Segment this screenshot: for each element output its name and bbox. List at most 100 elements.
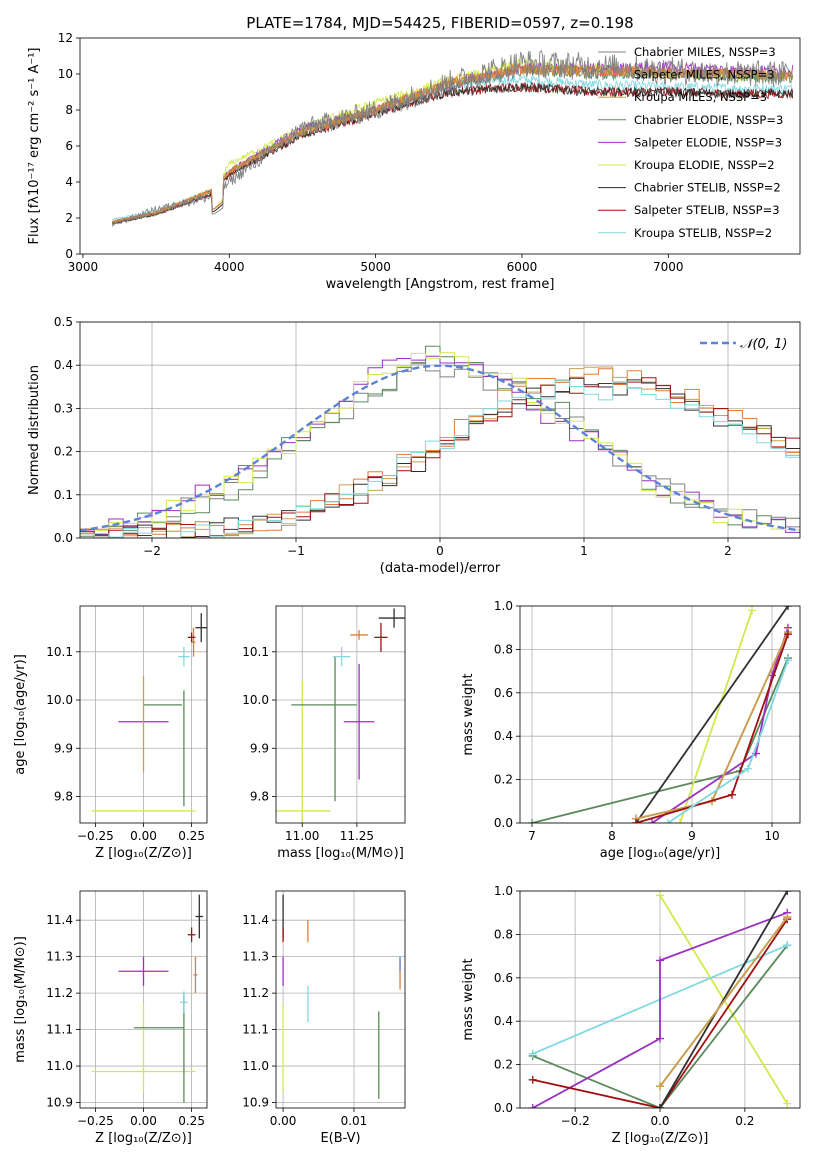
y-tick-label: 10.0 — [242, 693, 269, 707]
mass-weight-line — [532, 911, 788, 1108]
chart-panel-0: 3000 4000 5000 6000 7000 0 2 4 6 8 10 12 wavelength … — [27, 14, 801, 292]
y-tick-label: 10.1 — [242, 645, 269, 659]
error-bar-point — [178, 646, 190, 667]
plus-marker — [748, 606, 756, 615]
y-tick-label: 10.0 — [46, 693, 73, 707]
x-tick-label: 0.00 — [270, 1114, 297, 1128]
chart-panel-7: −0.2 0.0 0.2 0.0 0.2 0.4 0.6 0.8 1.0 Z [log₁₀(Z/Z… — [461, 884, 801, 1146]
error-bar-point — [193, 956, 198, 994]
y-tick-label: 0.2 — [494, 1058, 513, 1072]
plus-marker — [783, 941, 792, 950]
plus-marker — [664, 819, 672, 823]
error-bar-point — [118, 956, 169, 986]
chart-panel-1: −2 −1 0 1 2 0.0 0.1 0.2 0.3 0.4 0.5 (data-model)/er… — [27, 315, 801, 576]
plot-area — [276, 608, 405, 823]
chart-title: PLATE=1784, MJD=54425, FIBERID=0597, z=0… — [246, 14, 633, 32]
legend-label: Kroupa MILES, NSSP=3 — [634, 90, 767, 104]
y-tick-label: 11.4 — [242, 913, 269, 927]
y-axis-label: Flux [fλ10⁻¹⁷ erg cm⁻² s⁻¹ A⁻¹] — [27, 48, 42, 245]
error-bar-point — [276, 680, 331, 823]
error-bar-point — [378, 608, 405, 628]
plot-area — [80, 345, 800, 538]
y-tick-label: 10.9 — [242, 1096, 269, 1110]
y-tick-label: 0.0 — [494, 816, 513, 830]
legend-label: Chabrier STELIB, NSSP=2 — [634, 181, 781, 195]
x-tick-label: 7 — [528, 829, 536, 843]
plus-marker — [784, 630, 792, 639]
y-tick-label: 9.9 — [250, 741, 269, 755]
y-tick-label: 11.2 — [242, 986, 269, 1000]
axes-frame — [519, 605, 801, 824]
spectrum-series-line — [112, 81, 794, 225]
chart-panel-3: 11.00 11.25 9.8 9.9 10.0 10.1 mass [log₁₀(M/M⊙… — [242, 605, 406, 861]
mass-weight-line — [635, 606, 789, 823]
plus-marker — [656, 891, 664, 900]
x-tick-label: 0.25 — [178, 829, 205, 843]
y-axis-label: Normed distribution — [27, 365, 42, 495]
chart-panel-5: −0.25 0.00 0.25 10.9 11.0 11.1 11.2 11.3 11.4 Z [… — [13, 890, 208, 1146]
y-tick-label: 0.8 — [494, 642, 513, 656]
x-tick-label: 4000 — [214, 260, 245, 274]
axes-frame — [275, 605, 406, 824]
y-tick-label: 11.0 — [242, 1059, 269, 1073]
legend-label: Salpeter STELIB, NSSP=3 — [634, 203, 780, 217]
x-tick-label: 2 — [724, 544, 732, 558]
mass-weight-line — [531, 657, 789, 823]
y-tick-label: 0.0 — [54, 531, 73, 545]
y-tick-label: 9.9 — [54, 741, 73, 755]
y-tick-label: 11.4 — [46, 913, 73, 927]
y-tick-label: 0.2 — [54, 445, 73, 459]
plot-area — [528, 891, 792, 1108]
axes-frame — [275, 890, 406, 1109]
x-tick-label: −0.25 — [77, 829, 114, 843]
legend-label: Chabrier ELODIE, NSSP=3 — [634, 113, 783, 127]
error-bar-point — [195, 613, 207, 643]
y-tick-label: 1.0 — [494, 599, 513, 613]
y-tick-label: 9.8 — [54, 789, 73, 803]
plot-area — [91, 613, 207, 812]
y-tick-label: 11.1 — [242, 1023, 269, 1037]
x-axis-label: age [log₁₀(age/yr)] — [600, 846, 721, 861]
plus-marker — [528, 1104, 537, 1108]
plus-marker — [632, 819, 640, 823]
plot-area — [111, 50, 794, 227]
y-tick-label: 0.0 — [494, 1101, 513, 1115]
plus-marker — [676, 819, 684, 823]
histogram-step-line — [80, 345, 800, 537]
error-bar-point — [195, 894, 204, 939]
plus-marker — [528, 1049, 537, 1058]
mass-weight-line — [659, 916, 789, 1087]
y-tick-label: 11.3 — [242, 950, 269, 964]
error-bar-point — [187, 632, 196, 643]
y-tick-label: 9.8 — [250, 789, 269, 803]
x-tick-label: 6000 — [507, 260, 538, 274]
legend-label: Chabrier MILES, NSSP=3 — [634, 45, 776, 59]
x-tick-label: 3000 — [68, 260, 99, 274]
chart-panel-6: 0.00 0.01 10.9 11.0 11.1 11.2 11.3 11.4 E(B-V) — [242, 890, 406, 1146]
y-tick-label: 0.6 — [494, 971, 513, 985]
y-tick-label: 11.3 — [46, 950, 73, 964]
error-bar-point — [374, 622, 388, 652]
legend-label: 𝒩(0, 1) — [740, 337, 787, 352]
error-bar-point — [332, 646, 351, 667]
legend-label: Kroupa ELODIE, NSSP=2 — [634, 158, 775, 172]
mass-weight-line — [532, 944, 789, 1108]
x-tick-label: 0 — [436, 544, 444, 558]
y-tick-label: 11.1 — [46, 1023, 73, 1037]
y-tick-label: 12 — [58, 31, 73, 45]
y-tick-label: 0.4 — [494, 729, 513, 743]
x-tick-label: 10 — [764, 829, 779, 843]
y-tick-label: 0.6 — [494, 686, 513, 700]
x-tick-label: 0.0 — [650, 1114, 669, 1128]
gaussian-curve — [80, 364, 800, 532]
x-tick-label: 0.25 — [178, 1114, 205, 1128]
x-tick-label: 9 — [688, 829, 696, 843]
x-axis-label: mass [log₁₀(M/M⊙)] — [277, 846, 404, 861]
x-tick-label: 8 — [608, 829, 616, 843]
histogram-step-line — [80, 380, 800, 538]
x-tick-label: −0.2 — [561, 1114, 590, 1128]
plot-area — [282, 894, 401, 1099]
x-axis-label: Z [log₁₀(Z/Z⊙)] — [612, 1131, 709, 1146]
plus-marker — [656, 1034, 664, 1043]
